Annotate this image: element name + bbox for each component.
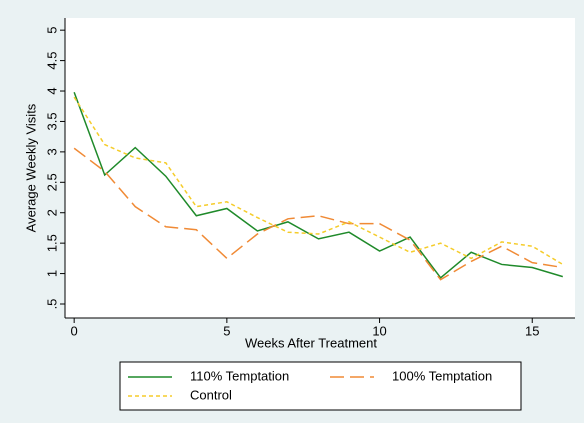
x-tick-label: 5 bbox=[223, 323, 230, 338]
x-tick-label: 15 bbox=[525, 323, 539, 338]
y-tick-label: .5 bbox=[44, 299, 59, 310]
y-tick-label: 3.5 bbox=[44, 112, 59, 130]
y-tick-label: 1.5 bbox=[44, 234, 59, 252]
legend-label: 100% Temptation bbox=[392, 368, 492, 383]
y-tick-label: 2.5 bbox=[44, 173, 59, 191]
x-tick-label: 0 bbox=[71, 323, 78, 338]
y-tick-label: 3 bbox=[44, 148, 59, 155]
plot-area bbox=[65, 18, 575, 318]
y-tick-label: 5 bbox=[44, 27, 59, 34]
legend-label: 110% Temptation bbox=[190, 368, 289, 383]
series-line bbox=[73, 96, 564, 266]
legend-label: Control bbox=[190, 387, 232, 402]
legend bbox=[119, 361, 522, 411]
y-tick-label: 1 bbox=[44, 270, 59, 277]
x-axis-label: Weeks After Treatment bbox=[245, 335, 377, 350]
x-tick-label: 10 bbox=[372, 323, 386, 338]
y-axis-label: Average Weekly Visits bbox=[23, 103, 38, 232]
y-tick-label: 4 bbox=[44, 87, 59, 94]
y-tick-label: 4.5 bbox=[44, 52, 59, 70]
series-line bbox=[73, 147, 563, 281]
y-tick-label: 2 bbox=[44, 209, 59, 216]
